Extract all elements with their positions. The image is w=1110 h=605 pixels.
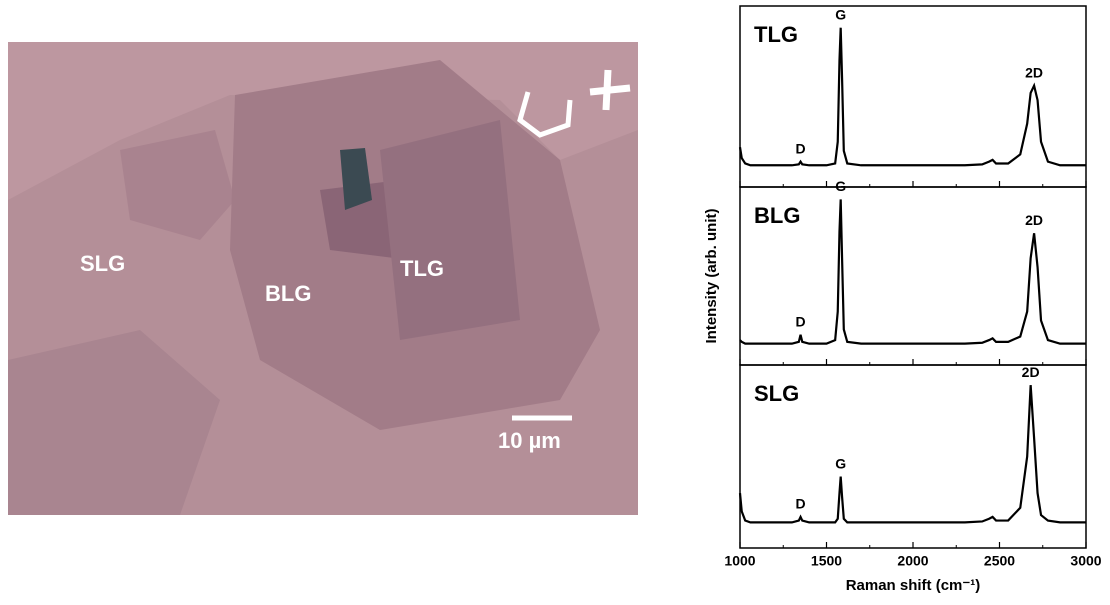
peak-label: D xyxy=(795,313,805,329)
page: {"image": {"labels": ["SLG", "BLG", "TLG… xyxy=(0,0,1110,600)
peak-label: 2D xyxy=(1025,64,1043,80)
panel-label: TLG xyxy=(754,22,798,47)
panel-label: SLG xyxy=(754,381,799,406)
peak-label: G xyxy=(835,455,846,471)
peak-label: D xyxy=(795,140,805,156)
image-label: BLG xyxy=(265,281,311,306)
spectrum xyxy=(740,28,1086,166)
peak-label: G xyxy=(835,178,846,194)
peak-label: 2D xyxy=(1025,212,1043,228)
figure: SLG BLG TLG 10 µm TLG D G 2D BLG D G 2D Intensit… xyxy=(0,0,1110,600)
x-tick-label: 1500 xyxy=(811,553,842,569)
y-axis-label: Intensity (arb. unit) xyxy=(703,208,720,343)
peak-label: G xyxy=(835,6,846,22)
panel-label: BLG xyxy=(754,203,800,228)
micrograph: SLG BLG TLG 10 µm xyxy=(8,42,638,515)
scale-label: 10 µm xyxy=(498,428,561,453)
raman-spectra: TLG D G 2D BLG D G 2D Intensity (arb. unit) 1000 1… xyxy=(703,6,1102,594)
image-label: SLG xyxy=(80,251,125,276)
peak-label: 2D xyxy=(1022,364,1040,380)
x-tick-label: 2500 xyxy=(984,553,1015,569)
flake xyxy=(380,120,520,340)
x-axis-label: Raman shift (cm⁻¹) xyxy=(846,577,981,594)
x-tick-label: 3000 xyxy=(1070,553,1101,569)
x-tick-label: 1000 xyxy=(724,553,755,569)
peak-label: D xyxy=(795,496,805,512)
x-tick-label: 2000 xyxy=(897,553,928,569)
marker xyxy=(606,70,608,110)
image-label: TLG xyxy=(400,256,444,281)
